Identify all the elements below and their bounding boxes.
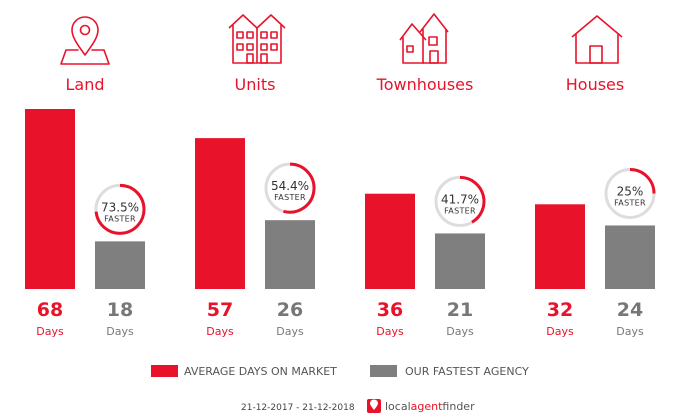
unit-average-townhouses: Days — [376, 325, 404, 338]
legend-swatch-ours — [370, 365, 397, 377]
category-label-units: Units — [235, 75, 276, 94]
units-building-icon — [228, 14, 286, 64]
unit-average-houses: Days — [546, 325, 574, 338]
faster-badge-townhouses: 41.7%FASTER — [434, 175, 486, 227]
value-average-units: 57 — [207, 299, 233, 321]
value-ours-units: 26 — [277, 299, 303, 321]
unit-ours-land: Days — [106, 325, 134, 338]
faster-badge-units: 54.4%FASTER — [264, 162, 316, 214]
unit-average-land: Days — [36, 325, 64, 338]
brand-logo-text: localagentfinder — [385, 400, 475, 413]
legend-label-average: AVERAGE DAYS ON MARKET — [184, 365, 337, 378]
faster-ring-arc — [94, 183, 146, 235]
footer: 21-12-2017 - 21-12-2018 localagentfinder — [241, 399, 475, 413]
brand-logo: localagentfinder — [367, 399, 475, 413]
faster-ring-arc — [629, 167, 656, 194]
faster-label: FASTER — [104, 214, 136, 223]
bar-average-houses — [535, 204, 585, 289]
faster-label: FASTER — [614, 198, 646, 207]
faster-label: FASTER — [274, 193, 306, 202]
bar-ours-units — [265, 220, 315, 289]
bar-ours-townhouses — [435, 233, 485, 289]
legend: AVERAGE DAYS ON MARKET OUR FASTEST AGENC… — [151, 365, 529, 378]
legend-label-ours: OUR FASTEST AGENCY — [405, 365, 529, 378]
faster-ring-arc — [459, 175, 486, 224]
category-label-townhouses: Townhouses — [376, 75, 474, 94]
faster-label: FASTER — [444, 206, 476, 215]
brand-logo-pin — [370, 399, 378, 410]
bar-ours-houses — [605, 225, 655, 289]
faster-percent: 54.4% — [271, 179, 309, 193]
faster-badge-houses: 25%FASTER — [604, 167, 656, 219]
value-average-houses: 32 — [547, 299, 573, 321]
map-pin-icon — [60, 16, 110, 65]
value-ours-townhouses: 21 — [447, 299, 473, 321]
bar-ours-land — [95, 241, 145, 289]
value-ours-land: 18 — [107, 299, 133, 321]
townhouses-icon — [399, 13, 449, 64]
value-average-land: 68 — [37, 299, 63, 321]
bar-average-land — [25, 109, 75, 289]
bar-average-units — [195, 138, 245, 289]
faster-badge-land: 73.5%FASTER — [94, 183, 146, 235]
faster-percent: 73.5% — [101, 200, 139, 214]
unit-ours-houses: Days — [616, 325, 644, 338]
faster-percent: 25% — [617, 184, 644, 198]
faster-ring-arc — [283, 162, 316, 214]
value-average-townhouses: 36 — [377, 299, 403, 321]
unit-ours-townhouses: Days — [446, 325, 474, 338]
date-range: 21-12-2017 - 21-12-2018 — [241, 403, 355, 413]
category-label-houses: Houses — [566, 75, 624, 94]
house-icon — [571, 15, 623, 64]
unit-average-units: Days — [206, 325, 234, 338]
value-ours-houses: 24 — [617, 299, 643, 321]
category-label-land: Land — [65, 75, 104, 94]
bar-average-townhouses — [365, 193, 415, 289]
unit-ours-units: Days — [276, 325, 304, 338]
faster-percent: 41.7% — [441, 192, 479, 206]
legend-swatch-average — [151, 365, 178, 377]
